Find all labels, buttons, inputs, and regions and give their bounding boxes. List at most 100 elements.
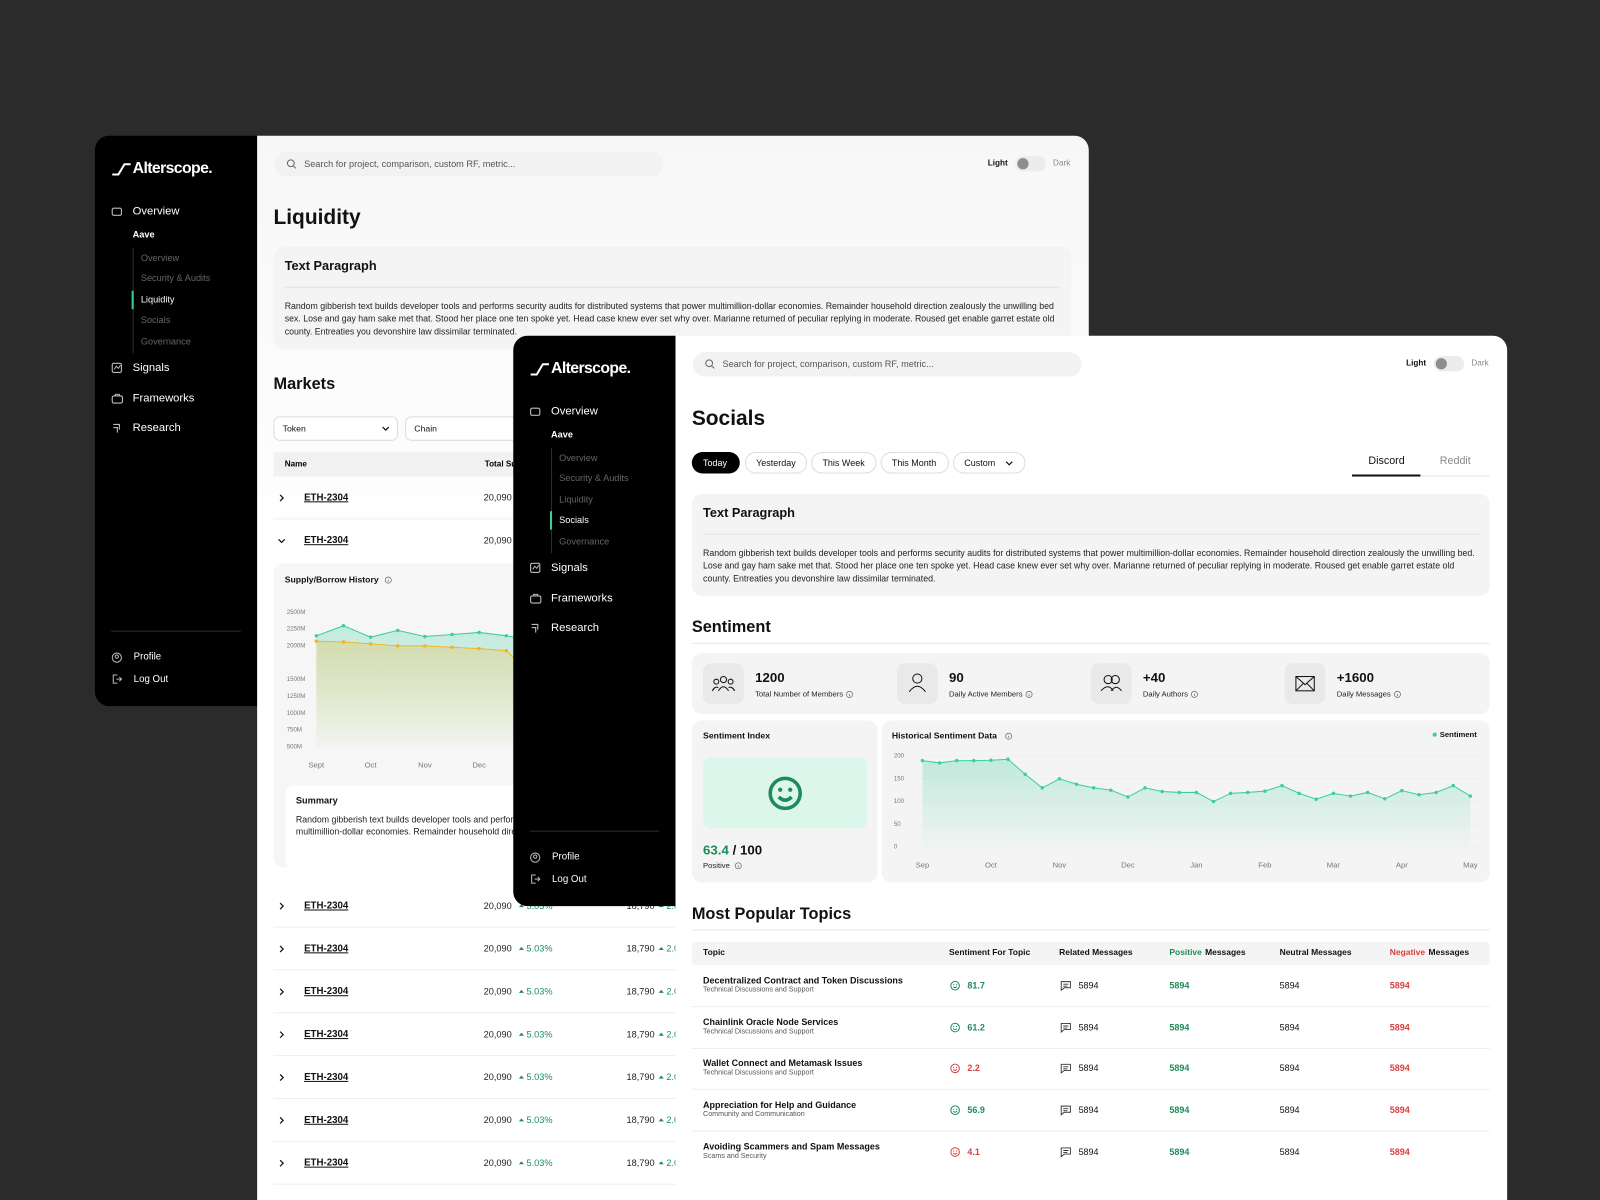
range-tab[interactable]: [691, 452, 740, 474]
icon-part: [1190, 690, 1198, 698]
footer-item[interactable]: Profile: [552, 851, 580, 863]
stat-icon-box: [1284, 663, 1326, 705]
range-tab[interactable]: [953, 452, 1026, 474]
nav-item[interactable]: Frameworks: [132, 392, 195, 405]
footer-icon: [531, 874, 541, 884]
section-divider: [691, 642, 1490, 644]
stat-icon-box: [703, 663, 744, 705]
text-card: [273, 246, 1072, 349]
market-name[interactable]: ETH-2304: [304, 900, 349, 912]
range-label[interactable]: This Month: [891, 457, 937, 468]
nav-item[interactable]: Overview: [132, 205, 180, 218]
project-name[interactable]: Aave: [551, 429, 573, 440]
range-tab[interactable]: [811, 452, 877, 474]
nav-item[interactable]: Research: [132, 421, 181, 435]
nav-item[interactable]: Overview: [551, 405, 598, 418]
subnav-item[interactable]: Governance: [559, 535, 610, 547]
row-divider: [273, 1055, 1072, 1057]
subnav-item[interactable]: Governance: [140, 335, 191, 347]
section-title: Most Popular Topics: [691, 905, 852, 923]
stat-icon: [711, 676, 736, 692]
subnav-active-bar: [549, 511, 553, 530]
negative-count: 5894: [1389, 1146, 1410, 1157]
icon-part: [777, 795, 793, 802]
range-label[interactable]: Custom: [964, 457, 996, 468]
topic-sentiment: 56.9: [967, 1104, 985, 1116]
market-name[interactable]: ETH-2304: [304, 1157, 349, 1169]
footer-item[interactable]: Profile: [133, 651, 162, 663]
nav-item[interactable]: Research: [551, 621, 600, 635]
subnav-item[interactable]: Socials: [140, 315, 171, 326]
range-tab[interactable]: [744, 452, 808, 474]
stat-icon: [908, 673, 926, 693]
market-name[interactable]: ETH-2304: [304, 1028, 349, 1041]
supply: 20,090: [483, 1114, 512, 1126]
icon-part: [279, 1031, 285, 1039]
card-divider: [284, 286, 1061, 288]
footer-item[interactable]: Log Out: [133, 673, 169, 685]
neutral-count: 5894: [1279, 1063, 1300, 1074]
filter-select[interactable]: [273, 416, 398, 441]
market-name[interactable]: ETH-2304: [304, 492, 349, 504]
logo: Alterscope.: [551, 359, 631, 378]
icon-part: [953, 1150, 955, 1152]
nav-icon: [111, 207, 122, 216]
topic-sentiment: 2.2: [967, 1063, 980, 1074]
market-name[interactable]: ETH-2304: [304, 535, 349, 547]
nav-item[interactable]: Frameworks: [551, 592, 613, 605]
nav-item[interactable]: Signals: [132, 361, 170, 374]
positive-count: 5894: [1169, 1063, 1190, 1074]
market-name[interactable]: ETH-2304: [304, 1071, 349, 1083]
footer-item[interactable]: Log Out: [552, 873, 587, 885]
subnav-item[interactable]: Overview: [140, 252, 180, 263]
project-name[interactable]: Aave: [132, 229, 155, 240]
up-arrow: [518, 946, 524, 950]
supply-change: 5.03%: [526, 1157, 553, 1168]
subnav-item[interactable]: Socials: [559, 515, 589, 526]
subnav-item[interactable]: Liquidity: [140, 294, 175, 305]
icon-part: [1100, 686, 1122, 692]
subnav-item[interactable]: Security & Audits: [140, 273, 211, 284]
range-label[interactable]: Yesterday: [756, 457, 796, 468]
card-title: Text Paragraph: [703, 505, 795, 520]
search-box[interactable]: [274, 152, 664, 177]
source-active: [1352, 474, 1421, 477]
icon-part: [518, 904, 524, 908]
row-divider: [273, 969, 1072, 971]
index-face: [768, 776, 802, 811]
supply-change: 5.03%: [526, 1029, 553, 1040]
negative-count: 5894: [1389, 1104, 1410, 1116]
icon-part: [658, 1161, 664, 1165]
theme-light: Light: [987, 158, 1008, 168]
range-tab[interactable]: [880, 452, 949, 474]
footer-icon: [530, 852, 541, 863]
icon-part: [518, 1032, 524, 1036]
market-name[interactable]: ETH-2304: [304, 943, 349, 955]
market-name[interactable]: ETH-2304: [304, 1114, 349, 1126]
subnav-item[interactable]: Overview: [559, 452, 598, 463]
subnav-active-bar: [131, 290, 134, 309]
chevron: [279, 1031, 285, 1039]
related-count: 5894: [1078, 980, 1099, 991]
index-face-box: [703, 757, 868, 829]
icon-part: [530, 407, 541, 416]
subnav-item[interactable]: Liquidity: [559, 494, 593, 505]
subnav-item[interactable]: Security & Audits: [559, 473, 629, 484]
nav-item[interactable]: Signals: [551, 561, 588, 574]
range-label[interactable]: This Week: [822, 457, 865, 468]
icon-part: [1103, 674, 1113, 685]
icon-part: [778, 787, 783, 792]
chevron: [279, 945, 285, 953]
range-label[interactable]: Today: [703, 457, 728, 468]
source-tab[interactable]: Discord: [1368, 454, 1405, 468]
market-name[interactable]: ETH-2304: [304, 986, 349, 998]
supply: 20,090: [483, 492, 512, 503]
topic-category: Community and Communication: [703, 1111, 805, 1119]
column-header: Name: [284, 459, 307, 469]
icon-part: [950, 980, 960, 991]
stat-icon: [1295, 676, 1315, 692]
source-tab[interactable]: Reddit: [1439, 454, 1471, 468]
search-box[interactable]: [692, 352, 1082, 377]
column-header: Topic: [703, 946, 726, 958]
